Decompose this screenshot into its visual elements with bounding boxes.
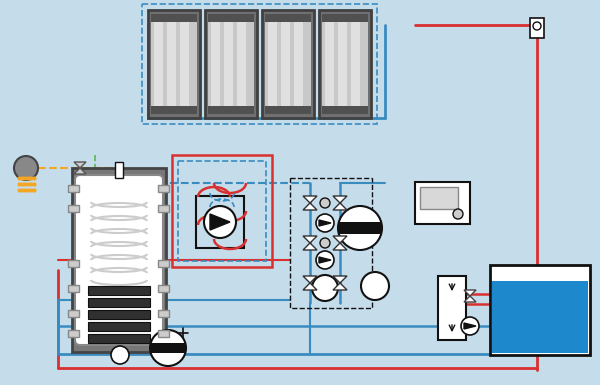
Bar xyxy=(322,14,368,22)
Bar xyxy=(196,196,244,248)
Bar xyxy=(154,14,163,114)
Bar xyxy=(68,330,79,337)
Bar xyxy=(88,310,150,319)
Polygon shape xyxy=(333,196,347,210)
Bar xyxy=(158,205,169,212)
Bar xyxy=(172,155,272,267)
Bar xyxy=(158,185,169,192)
Circle shape xyxy=(111,346,129,364)
Bar xyxy=(438,276,466,340)
Bar xyxy=(88,322,150,331)
Bar xyxy=(265,14,311,22)
Bar xyxy=(115,162,123,178)
Circle shape xyxy=(361,272,389,300)
Circle shape xyxy=(204,206,236,238)
FancyBboxPatch shape xyxy=(75,175,163,345)
Bar xyxy=(158,260,169,267)
Bar xyxy=(322,14,368,114)
Circle shape xyxy=(338,206,382,250)
Bar xyxy=(492,281,588,353)
Bar xyxy=(88,334,150,343)
Bar xyxy=(490,265,590,355)
Bar xyxy=(208,14,254,114)
Bar xyxy=(178,161,266,261)
Circle shape xyxy=(461,317,479,335)
Bar xyxy=(322,106,368,114)
Circle shape xyxy=(316,214,334,232)
Bar xyxy=(530,18,544,38)
Bar xyxy=(268,14,277,114)
Bar xyxy=(338,222,382,234)
Polygon shape xyxy=(210,214,230,230)
Bar xyxy=(148,10,200,118)
Polygon shape xyxy=(303,236,317,250)
Bar xyxy=(150,343,186,353)
Bar xyxy=(290,178,372,308)
Bar xyxy=(158,310,169,317)
Bar xyxy=(180,14,189,114)
Bar xyxy=(224,14,233,114)
Bar xyxy=(158,330,169,337)
Polygon shape xyxy=(303,196,317,210)
Bar xyxy=(265,106,311,114)
Bar xyxy=(151,14,197,22)
Polygon shape xyxy=(319,220,331,226)
Bar xyxy=(325,14,334,114)
Bar xyxy=(88,286,150,295)
Bar xyxy=(294,14,303,114)
Bar xyxy=(420,187,458,209)
Bar xyxy=(319,10,371,118)
Bar xyxy=(237,14,246,114)
Bar xyxy=(68,205,79,212)
Bar xyxy=(211,14,220,114)
Bar xyxy=(208,106,254,114)
Circle shape xyxy=(316,251,334,269)
Bar xyxy=(415,182,470,224)
Bar xyxy=(262,10,314,118)
Bar xyxy=(72,168,166,352)
Bar xyxy=(208,14,254,22)
Polygon shape xyxy=(464,323,476,329)
Bar xyxy=(281,14,290,114)
Polygon shape xyxy=(333,236,347,250)
Circle shape xyxy=(150,330,186,366)
Bar xyxy=(167,14,176,114)
Bar xyxy=(88,298,150,307)
Bar xyxy=(151,14,197,114)
Bar xyxy=(142,4,377,124)
Polygon shape xyxy=(333,276,347,290)
Polygon shape xyxy=(464,290,476,302)
Bar xyxy=(68,260,79,267)
Polygon shape xyxy=(319,257,331,263)
Circle shape xyxy=(320,238,330,248)
Bar xyxy=(338,14,347,114)
Bar xyxy=(351,14,360,114)
Circle shape xyxy=(320,198,330,208)
Bar xyxy=(158,285,169,292)
Bar xyxy=(68,185,79,192)
Bar xyxy=(151,106,197,114)
Bar xyxy=(205,10,257,118)
Bar xyxy=(68,285,79,292)
Polygon shape xyxy=(303,276,317,290)
Circle shape xyxy=(453,209,463,219)
Polygon shape xyxy=(74,162,86,174)
Circle shape xyxy=(312,275,338,301)
Bar xyxy=(68,310,79,317)
Bar xyxy=(265,14,311,114)
Circle shape xyxy=(14,156,38,180)
